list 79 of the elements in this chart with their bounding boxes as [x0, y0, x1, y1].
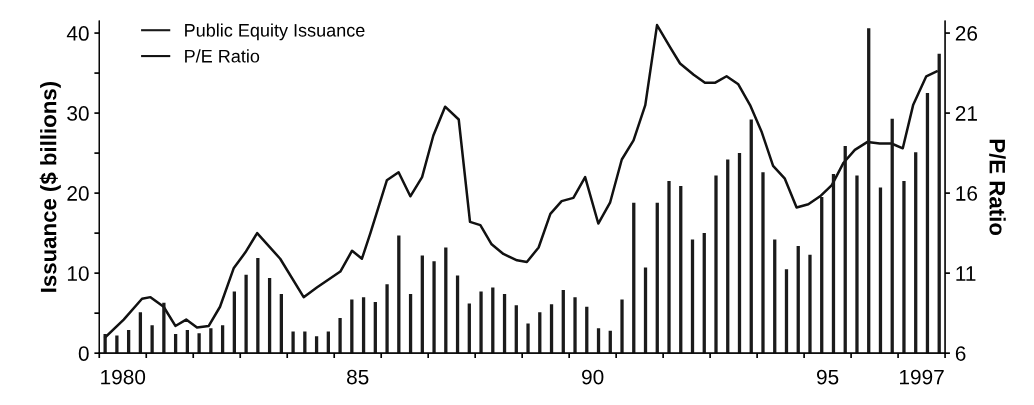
bar: [173, 333, 178, 354]
y-tick-label: 10: [67, 266, 89, 281]
bar: [267, 277, 272, 354]
bar: [632, 202, 636, 354]
bar: [279, 293, 283, 354]
y-tick-label: 30: [67, 106, 89, 121]
y2-tick-label: 26: [955, 26, 978, 41]
bar: [350, 299, 354, 354]
bar: [432, 261, 436, 354]
bar: [138, 312, 143, 354]
bar: [373, 301, 377, 354]
bar: [702, 233, 706, 354]
bar: [855, 175, 859, 354]
bar: [185, 329, 190, 354]
bar: [690, 239, 695, 354]
bar: [726, 159, 730, 354]
bar: [455, 275, 460, 354]
x-tick-label: 1997: [900, 369, 944, 385]
bar: [655, 202, 659, 354]
x-tick-label: 85: [347, 369, 369, 385]
x-tick-label: 95: [816, 369, 839, 385]
bar: [314, 336, 319, 354]
y2-tick-label: 16: [956, 186, 978, 201]
bar: [620, 299, 624, 354]
bar: [667, 181, 671, 354]
bar: [679, 185, 683, 354]
bar: [385, 284, 389, 354]
bar: [232, 291, 236, 354]
bar: [197, 333, 201, 354]
bar: [573, 297, 577, 354]
legend-label: P/E Ratio: [185, 49, 260, 63]
bar: [491, 287, 495, 354]
y-tick-label: 20: [67, 186, 89, 201]
x-tick-label: 90: [582, 369, 604, 385]
bar: [256, 257, 260, 354]
y-tick-label: 40: [66, 26, 89, 41]
y2-tick-label: 11: [956, 266, 976, 281]
y-tick-label: 0: [78, 346, 89, 361]
bar: [467, 303, 471, 354]
bar: [585, 306, 589, 354]
bar: [561, 289, 565, 354]
bar: [420, 255, 424, 354]
bar: [526, 323, 530, 354]
bar: [538, 312, 542, 354]
y-axis-title: Issuance ($ billions): [39, 82, 61, 292]
bar: [397, 235, 401, 354]
bar: [150, 325, 154, 354]
bar: [444, 247, 448, 354]
bar: [244, 274, 248, 354]
bar: [338, 317, 342, 354]
bar: [796, 245, 800, 354]
bar: [361, 297, 366, 354]
y2-tick-label: 6: [955, 346, 966, 361]
bar: [808, 254, 812, 354]
bar: [291, 331, 295, 354]
bar: [220, 325, 225, 354]
bar: [914, 152, 918, 354]
bar: [643, 267, 648, 354]
bar: [773, 239, 777, 354]
bar: [115, 335, 119, 354]
bar: [514, 305, 518, 354]
bar: [878, 187, 883, 354]
bar: [749, 119, 753, 354]
y2-axis-title: P/E Ratio: [989, 139, 1006, 236]
bar: [479, 291, 483, 354]
bar: [596, 328, 601, 354]
bar: [925, 93, 930, 354]
bar: [784, 269, 789, 354]
bar: [761, 172, 765, 354]
bar: [902, 181, 906, 354]
bar: [126, 329, 131, 354]
bar: [502, 293, 507, 354]
y2-tick-label: 21: [955, 106, 977, 121]
bar: [549, 304, 554, 354]
legend-label: Public Equity Issuance: [185, 23, 365, 41]
x-tick-label: 1980: [101, 369, 146, 385]
bar: [408, 293, 413, 354]
bar: [737, 153, 742, 354]
bar: [714, 175, 718, 354]
